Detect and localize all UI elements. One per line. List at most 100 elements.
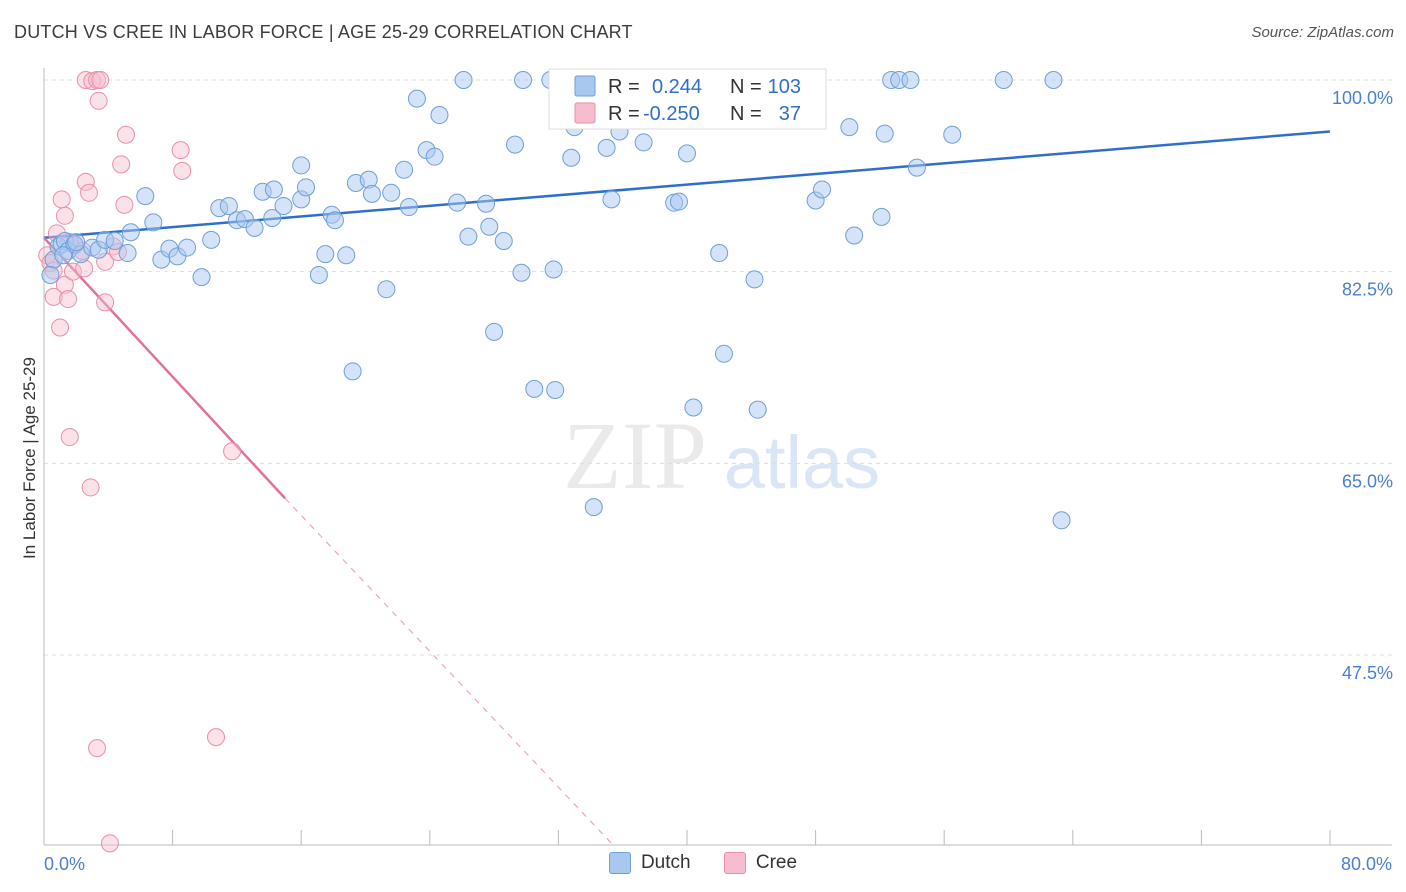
cree-point bbox=[89, 91, 108, 110]
series-legend: Dutch Cree bbox=[0, 852, 1406, 880]
dutch-point bbox=[525, 379, 544, 398]
cree-point bbox=[96, 293, 115, 312]
dutch-point bbox=[634, 133, 653, 152]
dutch-point bbox=[584, 498, 603, 517]
cree-point bbox=[171, 141, 190, 160]
dutch-point bbox=[745, 270, 764, 289]
dutch-point bbox=[292, 156, 311, 175]
dutch-point bbox=[118, 244, 137, 263]
dutch-point bbox=[448, 193, 467, 212]
cree-point bbox=[52, 190, 71, 209]
cree-point bbox=[207, 728, 226, 747]
dutch-point bbox=[562, 148, 581, 167]
cree-point bbox=[112, 155, 131, 174]
cree-point bbox=[173, 161, 192, 180]
dutch-swatch bbox=[608, 852, 631, 874]
dutch-point bbox=[477, 194, 496, 213]
dutch-point bbox=[316, 245, 335, 264]
dutch-point bbox=[544, 260, 563, 279]
dutch-point bbox=[512, 263, 531, 282]
dutch-point bbox=[395, 160, 414, 179]
dutch-point bbox=[362, 184, 381, 203]
dutch-n-value: 103 bbox=[768, 76, 801, 98]
watermark-atlas: atlas bbox=[724, 421, 880, 504]
dutch-point bbox=[263, 209, 282, 227]
cree-point bbox=[223, 442, 242, 461]
dutch-point bbox=[425, 147, 444, 166]
dutch-point bbox=[505, 135, 524, 154]
dutch-point bbox=[136, 187, 155, 206]
dutch-point bbox=[178, 238, 197, 257]
cree-point bbox=[116, 125, 135, 144]
dutch-point bbox=[813, 180, 832, 199]
dutch-point bbox=[41, 265, 60, 284]
cree-point bbox=[59, 290, 78, 309]
dutch-r-label: R = bbox=[608, 76, 640, 98]
dutch-n-label: N = bbox=[730, 76, 762, 98]
cree-point bbox=[88, 739, 107, 758]
dutch-point bbox=[1044, 71, 1063, 89]
dutch-point bbox=[245, 218, 264, 237]
dutch-point bbox=[840, 118, 859, 137]
stats-legend: R = 0.244 N = 103 R = -0.250 N = 37 bbox=[548, 68, 827, 130]
dutch-point bbox=[219, 196, 238, 215]
dutch-points bbox=[41, 71, 1071, 530]
cree-point bbox=[76, 172, 95, 191]
dutch-point bbox=[485, 322, 504, 341]
dutch-point bbox=[684, 398, 703, 417]
cree-n-label: N = bbox=[730, 103, 762, 125]
dutch-point bbox=[872, 207, 891, 226]
dutch-point bbox=[144, 213, 163, 232]
dutch-point bbox=[121, 223, 140, 242]
cree-point bbox=[80, 183, 99, 202]
chart-title: DUTCH VS CREE IN LABOR FORCE | AGE 25-29… bbox=[14, 22, 633, 42]
dutch-point bbox=[546, 380, 565, 399]
dutch-point bbox=[382, 183, 401, 202]
dutch-legend-swatch bbox=[574, 75, 596, 97]
dutch-point bbox=[710, 244, 729, 263]
legend-item-dutch[interactable]: Dutch bbox=[608, 852, 691, 874]
dutch-point bbox=[430, 106, 449, 125]
dutch-point bbox=[943, 125, 962, 144]
legend-item-cree[interactable]: Cree bbox=[723, 852, 798, 874]
dutch-point bbox=[202, 230, 221, 249]
y-tick-label: 82.5% bbox=[1342, 280, 1393, 300]
y-tick-label: 100.0% bbox=[1332, 88, 1393, 108]
dutch-point bbox=[901, 71, 920, 89]
dutch-point bbox=[192, 268, 211, 287]
y-tick-label: 65.0% bbox=[1342, 471, 1393, 491]
dutch-point bbox=[748, 400, 767, 419]
cree-legend-swatch bbox=[574, 102, 596, 124]
dutch-point bbox=[399, 198, 418, 217]
cree-points bbox=[38, 71, 242, 853]
dutch-point bbox=[597, 138, 616, 157]
y-tick-labels: 47.5% 65.0% 82.5% 100.0% bbox=[1332, 88, 1393, 683]
dutch-point bbox=[407, 89, 426, 108]
dutch-point bbox=[264, 180, 283, 199]
dutch-point bbox=[309, 265, 328, 284]
cree-point bbox=[51, 318, 70, 337]
cree-point bbox=[60, 428, 79, 447]
source-credit: Source: ZipAtlas.com bbox=[1251, 24, 1394, 41]
dutch-point bbox=[325, 211, 344, 230]
dutch-point bbox=[343, 362, 362, 381]
x-tick-label-min: 0.0% bbox=[44, 854, 85, 874]
dutch-point bbox=[377, 280, 396, 299]
y-tick-label: 47.5% bbox=[1342, 663, 1393, 683]
axes bbox=[43, 68, 1392, 846]
dutch-point bbox=[54, 246, 73, 265]
dutch-point bbox=[907, 158, 926, 177]
dutch-point bbox=[602, 190, 621, 209]
cree-trend-extension bbox=[284, 497, 616, 848]
cree-point bbox=[91, 71, 110, 89]
cree-point bbox=[63, 262, 82, 281]
cree-point bbox=[115, 195, 134, 214]
legend-label-cree: Cree bbox=[755, 852, 798, 873]
dutch-point bbox=[714, 344, 733, 363]
dutch-point bbox=[459, 227, 478, 246]
dutch-point bbox=[480, 217, 499, 236]
dutch-point bbox=[297, 178, 316, 197]
dutch-point bbox=[875, 124, 894, 143]
dutch-point bbox=[67, 233, 86, 252]
